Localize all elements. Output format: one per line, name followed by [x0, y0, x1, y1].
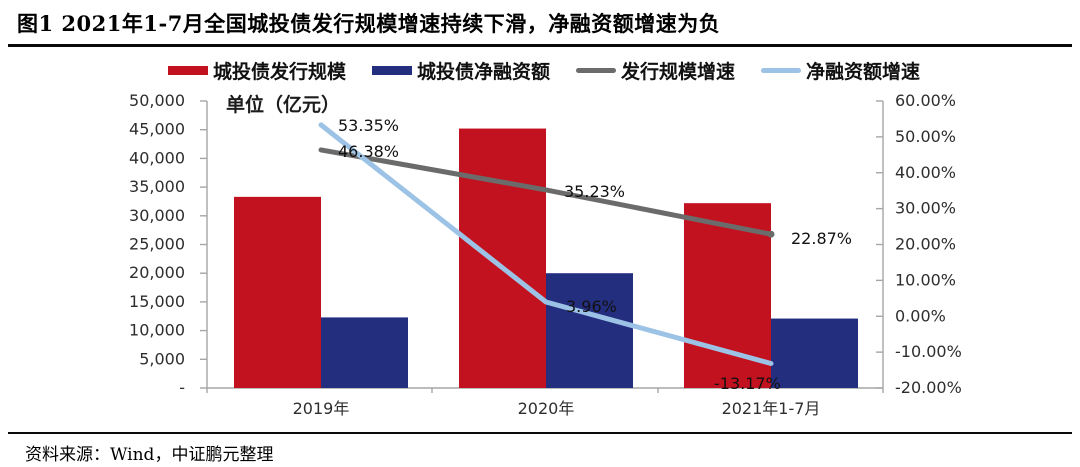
data-label-5335: 53.35%	[338, 116, 399, 135]
bar-issuance-2020年	[459, 128, 546, 388]
data-label--1317: -13.17%	[714, 374, 781, 393]
legend-item-issuance-growth: 发行规模增速	[576, 57, 735, 84]
legend-label-issuance-growth: 发行规模增速	[621, 61, 736, 83]
left-axis-tick-label: 15,000	[129, 292, 185, 311]
legend-swatch-red-bar	[168, 66, 208, 75]
right-axis-tick-label: 50.00%	[895, 127, 956, 146]
line-net-financing-growth	[318, 122, 774, 366]
bar-net-financing-2019年	[321, 317, 408, 388]
line-issuance-growth	[318, 147, 774, 237]
legend-item-issuance-scale: 城投债发行规模	[168, 57, 346, 84]
chart-legend: 城投债发行规模 城投债净融资额 发行规模增速 净融资额增速	[168, 57, 920, 84]
left-axis-tick-label: 25,000	[129, 235, 185, 254]
right-axis-tick-label: 0.00%	[895, 306, 946, 325]
data-label-2287: 22.87%	[791, 229, 852, 248]
x-axis-category-label: 2019年	[293, 399, 350, 418]
left-axis-tick-label: -	[179, 378, 185, 397]
left-axis-tick-label: 45,000	[129, 120, 185, 139]
data-label-3523: 35.23%	[564, 182, 625, 201]
right-axis-tick-label: 10.00%	[895, 270, 956, 289]
legend-label-net-financing-growth: 净融资额增速	[806, 61, 921, 83]
legend-swatch-lightblue-line	[761, 68, 802, 73]
legend-item-net-financing-growth: 净融资额增速	[761, 57, 920, 84]
right-axis-tick-label: 40.00%	[895, 163, 956, 182]
legend-swatch-navy-bar	[372, 66, 413, 75]
data-label-4638: 46.38%	[338, 142, 399, 161]
left-axis-tick-label: 5,000	[139, 349, 185, 368]
legend-label-issuance-scale: 城投债发行规模	[213, 61, 347, 83]
right-axis-tick-label: -20.00%	[895, 378, 962, 397]
left-axis-tick-label: 10,000	[129, 321, 185, 340]
right-axis-tick-label: -10.00%	[895, 342, 962, 361]
bar-net-financing-2020年	[546, 273, 633, 388]
line-endpoint-dot	[767, 230, 775, 238]
legend-swatch-gray-line	[576, 68, 617, 73]
x-axis-category-label: 2021年1-7月	[722, 399, 821, 418]
footer-divider	[8, 432, 1072, 434]
title-divider	[8, 44, 1072, 47]
right-axis-tick-label: 20.00%	[895, 235, 956, 254]
data-label-396: 3.96%	[566, 297, 617, 316]
left-axis-tick-label: 30,000	[129, 206, 185, 225]
bar-issuance-2019年	[234, 196, 321, 388]
figure-title: 图1 2021年1-7月全国城投债发行规模增速持续下滑，净融资额增速为负	[17, 11, 721, 36]
left-axis-tick-label: 40,000	[129, 148, 185, 167]
source-note: 资料来源：Wind，中证鹏元整理	[25, 445, 274, 465]
legend-label-net-financing: 城投债净融资额	[417, 61, 551, 83]
bar-net-financing-2021年1-7月	[771, 318, 858, 388]
right-axis-tick-label: 30.00%	[895, 199, 956, 218]
axis-unit-label: 单位（亿元）	[226, 94, 341, 116]
left-axis-tick-label: 35,000	[129, 177, 185, 196]
x-axis-category-label: 2020年	[518, 399, 575, 418]
left-axis-tick-label: 20,000	[129, 263, 185, 282]
legend-item-net-financing: 城投债净融资额	[372, 57, 550, 84]
right-axis-tick-label: 60.00%	[895, 91, 956, 110]
left-axis-tick-label: 50,000	[129, 91, 185, 110]
